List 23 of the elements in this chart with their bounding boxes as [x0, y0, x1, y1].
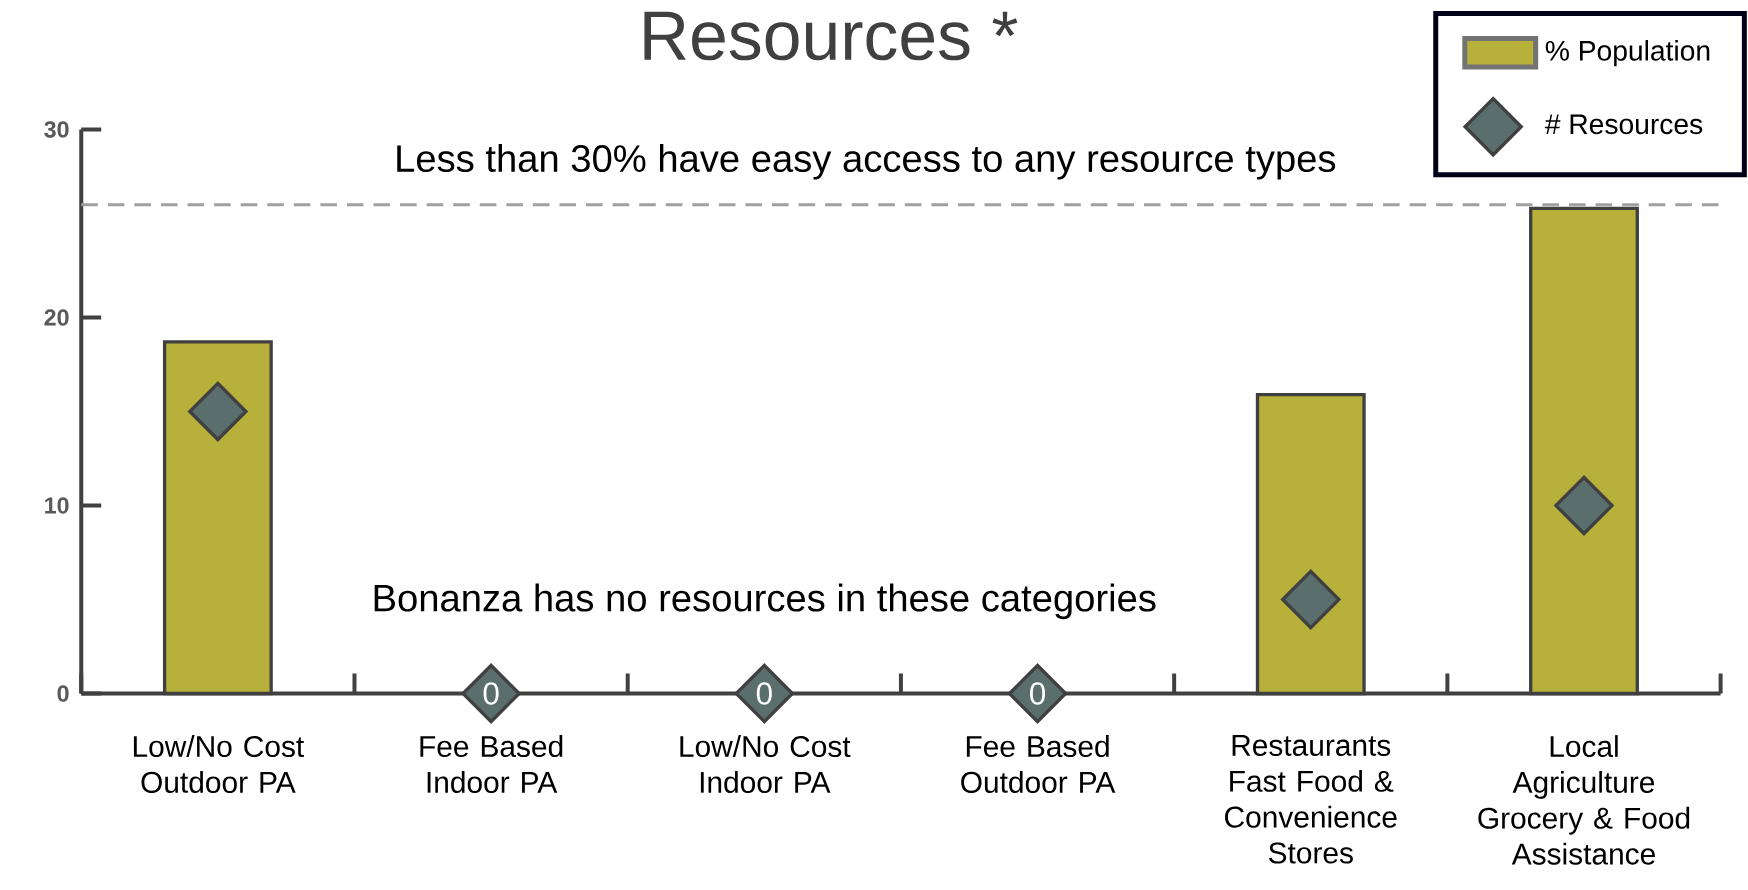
y-tick-label: 30: [44, 121, 69, 138]
x-tick-label: Low/No Cost Indoor PA: [680, 735, 851, 793]
x-tick-label: Restaurants Fast Food & Convenience Stores: [1225, 735, 1397, 864]
point: [1554, 475, 1614, 536]
x-tick-label: Local Agriculture Grocery & Food Assistance: [1478, 735, 1690, 865]
y-tick-label: 0: [57, 685, 69, 702]
legend-label: # Resources: [1544, 114, 1703, 135]
legend-label: % Population: [1545, 39, 1710, 67]
point: [1007, 663, 1068, 724]
x-tick-label: Fee Based Outdoor PA: [961, 735, 1116, 793]
data-label: 0: [1030, 682, 1046, 705]
data-label: 0: [756, 682, 772, 705]
annotation: Bonanza has no resources in these categories: [374, 583, 1156, 620]
chart-title: Resources *: [644, 11, 1018, 61]
x-tick-label: Fee Based Indoor PA: [420, 735, 563, 793]
y-tick-label: 10: [45, 497, 69, 514]
point: [734, 663, 795, 724]
data-label: 0: [483, 682, 499, 705]
point: [1281, 569, 1341, 630]
ref-line-label: Less than 30% have easy access to any resource types: [397, 144, 1336, 180]
y-tick-label: 20: [44, 309, 69, 326]
point: [188, 381, 248, 442]
x-tick-label: Low/No Cost Outdoor PA: [133, 735, 304, 793]
